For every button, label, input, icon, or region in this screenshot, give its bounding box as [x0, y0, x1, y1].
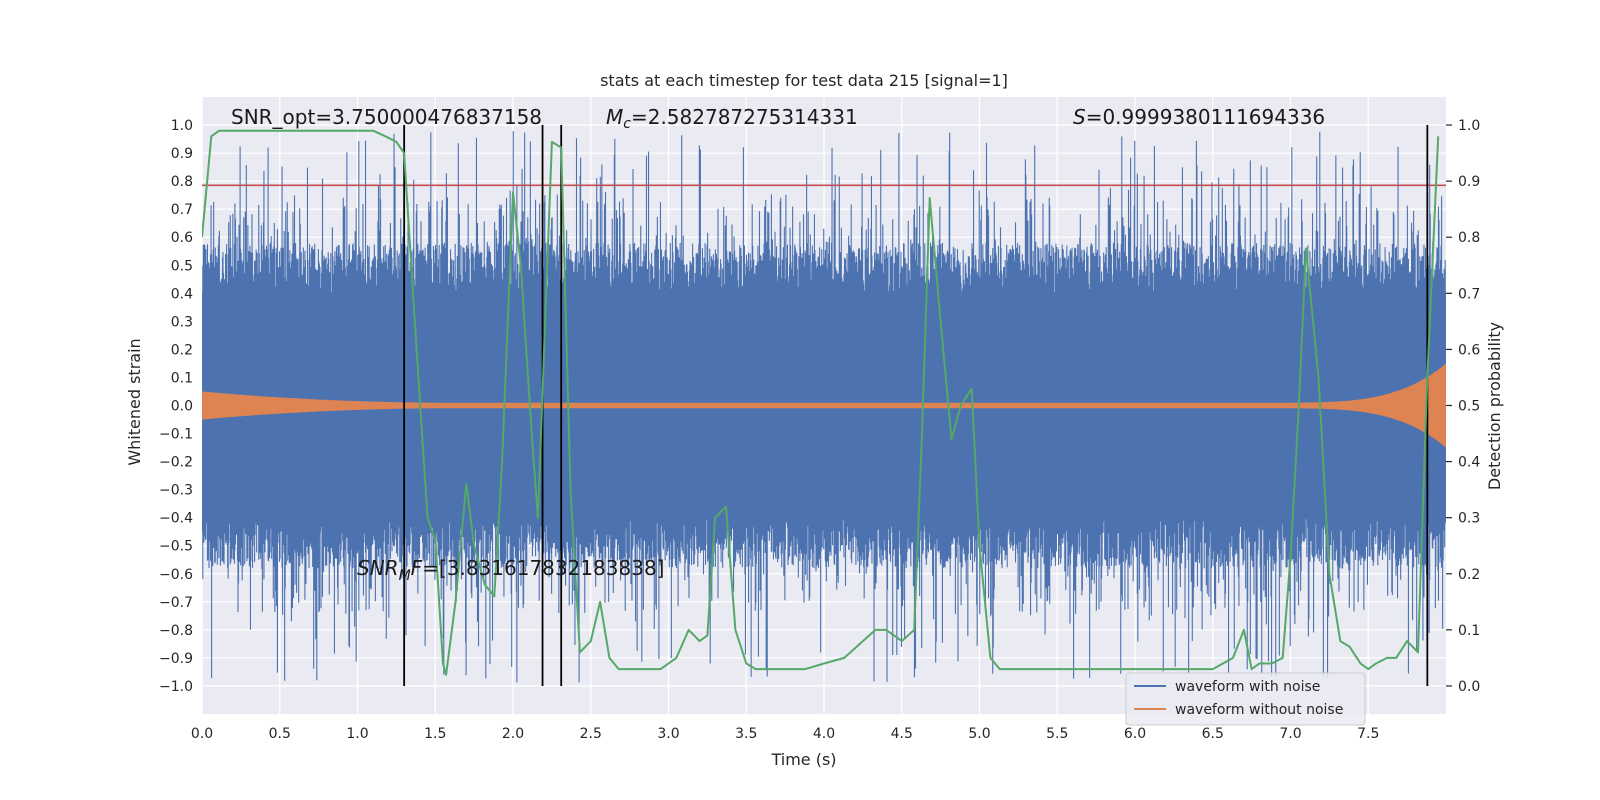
y-tick-label-17: −0.7 [159, 595, 193, 611]
legend-box [1125, 672, 1366, 726]
y2-tick-label-2: 0.8 [1458, 230, 1480, 246]
y-axis-ticks: 1.0 0.9 0.8 0.7 0.6 0.5 0.4 0.3 0.2 0.1 0.0 −0.1 −0.… [159, 118, 193, 695]
x-axis-title: Time (s) [770, 750, 836, 769]
legend: waveform with noise waveform without noi… [1125, 672, 1366, 726]
x-axis-ticks: 0.0 0.5 1.0 1.5 2.0 2.5 3.0 3.5 4.0 4.5 5.0 5.5 6.0 6… [191, 726, 1380, 742]
y-tick-label-15: −0.5 [159, 539, 193, 555]
annotation-chirp-mass: Mc=2.582787275314331 [606, 105, 858, 132]
y2-tick-label-1: 0.9 [1458, 174, 1480, 190]
x-tick-label-15: 7.5 [1357, 726, 1379, 742]
series-detection-probability [202, 129, 1440, 676]
y-tick-label-1: 0.9 [171, 146, 193, 162]
x-tick-label-5: 2.5 [580, 726, 602, 742]
y2-tick-label-7: 0.3 [1458, 511, 1480, 527]
y-tick-label-13: −0.3 [159, 483, 193, 499]
y-tick-label-4: 0.6 [171, 230, 193, 246]
x-tick-label-11: 5.5 [1046, 726, 1068, 742]
y-tick-label-0: 1.0 [171, 118, 193, 134]
y2-tick-label-9: 0.1 [1458, 623, 1480, 639]
x-tick-label-9: 4.5 [891, 726, 913, 742]
x-tick-label-3: 1.5 [424, 726, 446, 742]
y-tick-label-8: 0.2 [171, 342, 193, 358]
legend-label-clean: waveform without noise [1175, 702, 1343, 718]
y2-tick-label-6: 0.4 [1458, 455, 1480, 471]
y2-tick-label-8: 0.2 [1458, 567, 1480, 583]
y2-axis-ticks: 1.0 0.9 0.8 0.7 0.6 0.5 0.4 0.3 0.2 0.1 0.0 [1446, 118, 1480, 695]
y-axis-title: Whitened strain [125, 338, 144, 465]
y-tick-label-11: −0.1 [159, 427, 193, 443]
y-tick-label-7: 0.3 [171, 314, 193, 330]
x-tick-label-0: 0.0 [191, 726, 213, 742]
y-tick-label-19: −0.9 [159, 651, 193, 667]
x-tick-label-7: 3.5 [735, 726, 757, 742]
y-tick-label-20: −1.0 [159, 679, 193, 695]
x-tick-label-8: 4.0 [813, 726, 835, 742]
y-tick-label-3: 0.7 [171, 202, 193, 218]
y-tick-label-9: 0.1 [171, 370, 193, 386]
y2-axis-title: Detection probability [1485, 322, 1504, 490]
x-tick-label-12: 6.0 [1124, 726, 1146, 742]
y2-tick-label-0: 1.0 [1458, 118, 1480, 134]
annotation-s-score: S=0.9999380111694336 [1073, 105, 1325, 129]
y2-tick-label-10: 0.0 [1458, 679, 1480, 695]
y-tick-label-14: −0.4 [159, 511, 193, 527]
x-tick-label-10: 5.0 [968, 726, 990, 742]
y-tick-label-5: 0.5 [171, 258, 193, 274]
y-tick-label-12: −0.2 [159, 455, 193, 471]
y-tick-label-18: −0.8 [159, 623, 193, 639]
clean-waveform-envelope [202, 363, 1446, 448]
annotation-snr-mf: SNRMF=[3.831617832183838] [357, 556, 665, 584]
x-tick-label-4: 2.0 [502, 726, 524, 742]
x-tick-label-6: 3.0 [657, 726, 679, 742]
y2-tick-label-3: 0.7 [1458, 286, 1480, 302]
y-tick-label-2: 0.8 [171, 174, 193, 190]
chart-title: stats at each timestep for test data 215… [600, 71, 1008, 90]
detection-probability-line [202, 129, 1440, 676]
y-tick-label-10: 0.0 [171, 399, 193, 415]
x-tick-label-1: 0.5 [269, 726, 291, 742]
x-tick-label-2: 1.0 [346, 726, 368, 742]
y-tick-label-6: 0.4 [171, 286, 193, 302]
y2-tick-label-4: 0.6 [1458, 342, 1480, 358]
annotation-snr-opt: SNR_opt=3.750000476837158 [231, 105, 542, 129]
y2-tick-label-5: 0.5 [1458, 399, 1480, 415]
legend-label-noise: waveform with noise [1175, 679, 1320, 695]
x-tick-label-13: 6.5 [1202, 726, 1224, 742]
series-waveform-without-noise [202, 363, 1446, 448]
y-tick-label-16: −0.6 [159, 567, 193, 583]
x-tick-label-14: 7.0 [1279, 726, 1301, 742]
